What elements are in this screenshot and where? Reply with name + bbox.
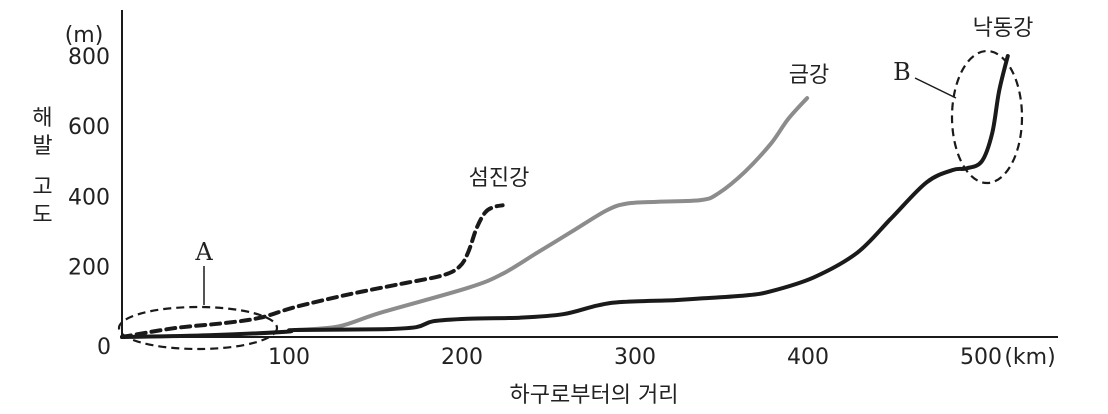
x-unit-label: (km) <box>1004 345 1055 370</box>
axes: 100 200 300 400 500 0 200 400 600 800 <box>68 10 1058 370</box>
y-tick-label: 400 <box>68 185 110 210</box>
y-unit-label: (m) <box>65 23 104 48</box>
y-ticks: 200 400 600 800 <box>68 45 110 281</box>
x-ticks: 100 200 300 400 500 0 <box>97 335 1002 370</box>
annotation-a-label: A <box>194 238 213 266</box>
series-line <box>293 96 810 332</box>
x-tick-label: 200 <box>441 345 483 370</box>
series-layer <box>120 54 1010 339</box>
annotation-a-ellipse <box>117 305 279 351</box>
series-label-geum: 금강 <box>789 63 829 88</box>
annotation-a: A <box>117 238 279 351</box>
series-label-seomjin: 섬진강 <box>469 166 530 191</box>
y-tick-label: 800 <box>68 45 110 70</box>
series-label-nakdong: 낙동강 <box>973 16 1034 41</box>
annotation-b-leader <box>914 77 957 99</box>
x-tick-label: 300 <box>614 345 656 370</box>
x-tick-label: 400 <box>787 345 829 370</box>
series-line <box>120 203 505 339</box>
annotation-b: B <box>893 49 1024 185</box>
annotation-b-ellipse <box>950 49 1024 185</box>
y-tick-label: 200 <box>68 256 110 281</box>
annotation-b-label: B <box>893 58 911 86</box>
x-tick-label: 500 <box>960 345 1002 370</box>
y-axis-title: 해발 고도 <box>28 106 53 231</box>
y-tick-label: 600 <box>68 115 110 140</box>
origin-tick-label: 0 <box>97 335 111 360</box>
series-line <box>120 54 1010 339</box>
x-tick-label: 100 <box>268 345 310 370</box>
x-axis-title: 하구로부터의 거리 <box>510 383 679 408</box>
